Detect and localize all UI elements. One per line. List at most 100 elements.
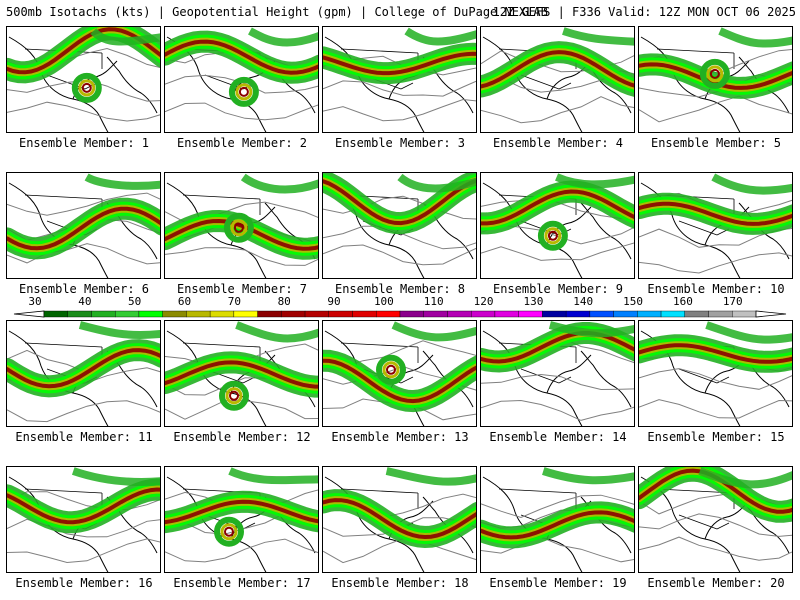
jet-core-70kt bbox=[7, 487, 160, 525]
jet-band-secondary bbox=[90, 28, 160, 46]
colorbar-segment bbox=[684, 310, 709, 318]
closed-low-ring bbox=[71, 72, 102, 103]
height-contour bbox=[7, 192, 160, 216]
colorbar-segment bbox=[708, 310, 733, 318]
country-borders bbox=[656, 194, 735, 236]
colorbar-segment bbox=[209, 310, 235, 318]
colorbar-segment bbox=[328, 310, 353, 318]
colorbar-low-arrow bbox=[13, 310, 45, 318]
colorbar-tick-label: 60 bbox=[177, 295, 192, 308]
colorbar-segment bbox=[732, 310, 757, 318]
colorbar-segment bbox=[423, 310, 448, 318]
colorbar-segment bbox=[589, 310, 614, 318]
ensemble-member-label: Ensemble Member: 15 bbox=[647, 430, 785, 444]
height-contour bbox=[7, 491, 160, 511]
height-contour bbox=[7, 400, 160, 423]
height-contour bbox=[481, 494, 634, 519]
ensemble-member-label: Ensemble Member: 13 bbox=[331, 430, 469, 444]
colorbar-segment bbox=[114, 310, 140, 318]
jet-core-70kt bbox=[165, 360, 318, 389]
colorbar-tick-label: 50 bbox=[128, 295, 142, 308]
colorbar-tick-label: 160 bbox=[672, 295, 693, 308]
colorbar-segment bbox=[43, 310, 68, 318]
closed-low-ring bbox=[233, 222, 244, 233]
ensemble-member-label: Ensemble Member: 6 bbox=[18, 282, 150, 296]
height-contour bbox=[481, 242, 634, 261]
colorbar-tick-label: 150 bbox=[623, 295, 644, 308]
country-borders bbox=[182, 194, 261, 236]
jet-core-70kt bbox=[165, 39, 318, 75]
jet-band-secondary bbox=[404, 27, 476, 46]
jet-band-secondary bbox=[397, 173, 476, 193]
jet-band-secondary bbox=[718, 27, 792, 48]
colorbar-segment bbox=[660, 310, 686, 318]
ensemble-panel bbox=[480, 320, 635, 427]
country-borders bbox=[498, 488, 577, 530]
jet-band-secondary bbox=[385, 467, 476, 486]
ensemble-member-label: Ensemble Member: 4 bbox=[492, 136, 624, 150]
colorbar-segment bbox=[399, 310, 424, 318]
ensemble-map bbox=[323, 467, 476, 572]
jet-core-70kt bbox=[323, 358, 476, 404]
jet-band-secondary bbox=[248, 27, 318, 47]
ensemble-map bbox=[639, 27, 792, 132]
wind-speed-colorbar bbox=[13, 310, 787, 318]
colorbar-segment bbox=[352, 310, 377, 318]
ensemble-panel bbox=[322, 320, 477, 427]
ensemble-map bbox=[7, 321, 160, 426]
jet-core-70kt bbox=[7, 206, 160, 251]
closed-low-ring bbox=[376, 354, 406, 385]
country-borders bbox=[340, 342, 419, 384]
jet-core-70kt bbox=[481, 189, 634, 226]
height-contour bbox=[323, 225, 476, 250]
jet-band-secondary bbox=[71, 467, 160, 487]
ensemble-panel bbox=[6, 26, 161, 133]
jet-band-secondary bbox=[711, 173, 792, 195]
jet-core-70kt bbox=[481, 50, 634, 89]
closed-low-ring bbox=[238, 86, 249, 97]
ensemble-panel bbox=[6, 466, 161, 573]
closed-low-ring bbox=[228, 76, 259, 107]
colorbar-high-arrow bbox=[755, 310, 787, 318]
ensemble-member-label: Ensemble Member: 17 bbox=[173, 576, 311, 590]
jet-core-70kt bbox=[323, 498, 476, 540]
coastline-outline bbox=[324, 476, 474, 572]
closed-low-ring bbox=[220, 523, 238, 541]
colorbar-tick-label: 170 bbox=[722, 295, 743, 308]
jet-band-secondary bbox=[542, 467, 634, 485]
colorbar-segment bbox=[637, 310, 662, 318]
colorbar-segment bbox=[257, 310, 282, 318]
ensemble-panel bbox=[638, 26, 793, 133]
jet-core-70kt bbox=[7, 348, 160, 389]
country-borders bbox=[340, 488, 419, 530]
closed-low-ring bbox=[219, 380, 249, 411]
ensemble-member-label: Ensemble Member: 20 bbox=[647, 576, 785, 590]
colorbar-segment bbox=[138, 310, 163, 318]
coastline-outline bbox=[640, 330, 790, 426]
colorbar-tick-label: 40 bbox=[78, 295, 92, 308]
ensemble-map bbox=[481, 173, 634, 278]
jet-band-secondary bbox=[391, 321, 476, 342]
closed-low-ring bbox=[706, 65, 724, 83]
jet-core-70kt bbox=[639, 201, 792, 226]
closed-low-ring bbox=[699, 58, 730, 89]
ensemble-member-label: Ensemble Member: 16 bbox=[15, 576, 153, 590]
ensemble-panel bbox=[164, 466, 319, 573]
colorbar-segment bbox=[613, 310, 638, 318]
closed-low-ring bbox=[214, 516, 244, 547]
ensemble-member-label: Ensemble Member: 12 bbox=[173, 430, 311, 444]
jet-core-70kt bbox=[323, 51, 476, 76]
closed-low-ring bbox=[223, 212, 254, 243]
jet-core-70kt bbox=[165, 499, 318, 525]
ensemble-map bbox=[481, 27, 634, 132]
height-contour bbox=[323, 195, 476, 220]
ensemble-member-label: Ensemble Member: 10 bbox=[647, 282, 785, 296]
height-contour bbox=[481, 399, 634, 421]
colorbar-tick-label: 70 bbox=[227, 295, 241, 308]
ensemble-member-label: Ensemble Member: 2 bbox=[176, 136, 308, 150]
closed-low-ring bbox=[386, 364, 396, 375]
country-borders bbox=[656, 48, 735, 90]
height-contour bbox=[323, 80, 476, 97]
ensemble-panel bbox=[638, 320, 793, 427]
height-contour bbox=[639, 368, 792, 390]
